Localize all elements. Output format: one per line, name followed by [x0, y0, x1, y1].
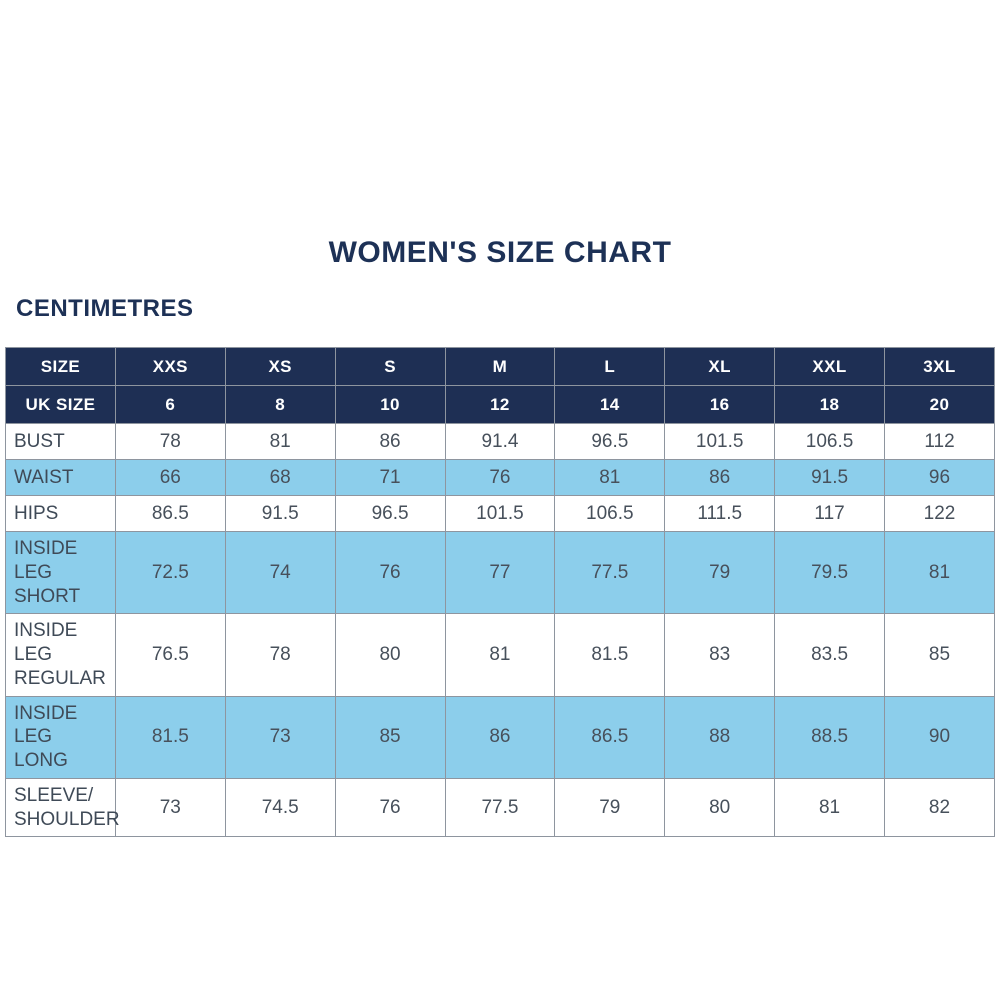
value-cell: 76 [334, 777, 446, 838]
value-cell: 80 [334, 613, 446, 697]
value-cell: 82 [884, 777, 995, 838]
row-label-cell: WAIST [5, 459, 116, 496]
uk-size-header-row: UK SIZE 6 8 10 12 14 16 18 20 [5, 385, 995, 424]
value-cell: 76 [444, 459, 556, 496]
value-cell: 74 [224, 530, 336, 615]
measurement-row: INSIDE LEG SHORT 72.5 74 76 77 77.5 79 79.5 81 [5, 530, 995, 615]
uk-size-header-cell: 6 [114, 385, 226, 424]
value-cell: 71 [334, 459, 446, 496]
value-cell: 79 [554, 777, 666, 838]
size-header-cell: XS [224, 347, 336, 386]
value-cell: 86.5 [554, 695, 666, 779]
measurement-row: WAIST 66 68 71 76 81 86 91.5 96 [5, 459, 995, 496]
size-chart-table: SIZE XXS XS S M L XL XXL 3XL UK SIZE 6 8 10 12 14 16 18… [5, 347, 995, 838]
size-header-cell: XXL [774, 347, 885, 386]
row-label-cell: INSIDE LEG SHORT [5, 530, 116, 615]
row-label-cell: SLEEVE/ SHOULDER [5, 777, 120, 838]
value-cell: 86.5 [114, 495, 226, 532]
value-cell: 78 [224, 613, 336, 697]
size-header-row: SIZE XXS XS S M L XL XXL 3XL [5, 347, 995, 386]
value-cell: 122 [884, 495, 995, 532]
uk-size-header-cell: 20 [884, 385, 995, 424]
value-cell: 86 [664, 459, 776, 496]
measurement-row: SLEEVE/ SHOULDER 73 74.5 76 77.5 79 80 81 82 [5, 777, 995, 838]
size-header-label: SIZE [5, 347, 116, 386]
value-cell: 77 [444, 530, 556, 615]
value-cell: 85 [884, 613, 995, 697]
value-cell: 96.5 [334, 495, 446, 532]
value-cell: 86 [334, 423, 446, 460]
page-title: WOMEN'S SIZE CHART [328, 236, 672, 269]
value-cell: 81 [444, 613, 556, 697]
value-cell: 66 [114, 459, 226, 496]
value-cell: 90 [884, 695, 995, 779]
measurement-row: HIPS 86.5 91.5 96.5 101.5 106.5 111.5 117 122 [5, 495, 995, 532]
value-cell: 68 [224, 459, 336, 496]
value-cell: 91.5 [224, 495, 336, 532]
row-label-cell: INSIDE LEG REGULAR [5, 613, 116, 697]
value-cell: 96 [884, 459, 995, 496]
value-cell: 81 [224, 423, 336, 460]
size-header-cell: 3XL [884, 347, 995, 386]
value-cell: 80 [664, 777, 776, 838]
value-cell: 106.5 [554, 495, 666, 532]
uk-size-header-cell: 16 [664, 385, 776, 424]
value-cell: 101.5 [444, 495, 556, 532]
value-cell: 74.5 [224, 777, 336, 838]
value-cell: 79.5 [774, 530, 885, 615]
value-cell: 86 [444, 695, 556, 779]
value-cell: 83 [664, 613, 776, 697]
size-header-cell: XXS [114, 347, 226, 386]
uk-size-header-cell: 12 [444, 385, 556, 424]
size-header-cell: L [554, 347, 666, 386]
uk-size-header-cell: 18 [774, 385, 885, 424]
row-label-cell: HIPS [5, 495, 116, 532]
row-label-cell: INSIDE LEG LONG [5, 695, 116, 779]
value-cell: 85 [334, 695, 446, 779]
measurement-row: BUST 78 81 86 91.4 96.5 101.5 106.5 112 [5, 423, 995, 460]
value-cell: 81.5 [114, 695, 226, 779]
value-cell: 81 [554, 459, 666, 496]
uk-size-header-cell: 8 [224, 385, 336, 424]
uk-size-header-cell: 14 [554, 385, 666, 424]
value-cell: 76 [334, 530, 446, 615]
uk-size-header-cell: 10 [334, 385, 446, 424]
value-cell: 78 [114, 423, 226, 460]
value-cell: 91.5 [774, 459, 885, 496]
value-cell: 73 [224, 695, 336, 779]
uk-size-header-label: UK SIZE [5, 385, 116, 424]
value-cell: 77.5 [554, 530, 666, 615]
value-cell: 106.5 [774, 423, 885, 460]
value-cell: 91.4 [444, 423, 556, 460]
value-cell: 72.5 [114, 530, 226, 615]
size-header-cell: S [334, 347, 446, 386]
value-cell: 79 [664, 530, 776, 615]
value-cell: 76.5 [114, 613, 226, 697]
row-label-cell: BUST [5, 423, 116, 460]
size-header-cell: M [444, 347, 556, 386]
value-cell: 96.5 [554, 423, 666, 460]
value-cell: 88.5 [774, 695, 885, 779]
value-cell: 101.5 [664, 423, 776, 460]
size-table-body: BUST 78 81 86 91.4 96.5 101.5 106.5 112 WAIST 66 68… [5, 423, 995, 838]
measurement-row: INSIDE LEG LONG 81.5 73 85 86 86.5 88 88.5 90 [5, 695, 995, 779]
value-cell: 73 [114, 777, 226, 838]
value-cell: 111.5 [664, 495, 776, 532]
size-header-cell: XL [664, 347, 776, 386]
value-cell: 83.5 [774, 613, 885, 697]
units-label: CENTIMETRES [16, 295, 194, 322]
value-cell: 88 [664, 695, 776, 779]
value-cell: 117 [774, 495, 885, 532]
value-cell: 77.5 [444, 777, 556, 838]
value-cell: 81 [884, 530, 995, 615]
value-cell: 112 [884, 423, 995, 460]
size-chart-header: SIZE XXS XS S M L XL XXL 3XL UK SIZE 6 8 10 12 14 16 18… [5, 347, 995, 424]
value-cell: 81 [774, 777, 885, 838]
value-cell: 81.5 [554, 613, 666, 697]
measurement-row: INSIDE LEG REGULAR 76.5 78 80 81 81.5 83 83.5 85 [5, 613, 995, 697]
